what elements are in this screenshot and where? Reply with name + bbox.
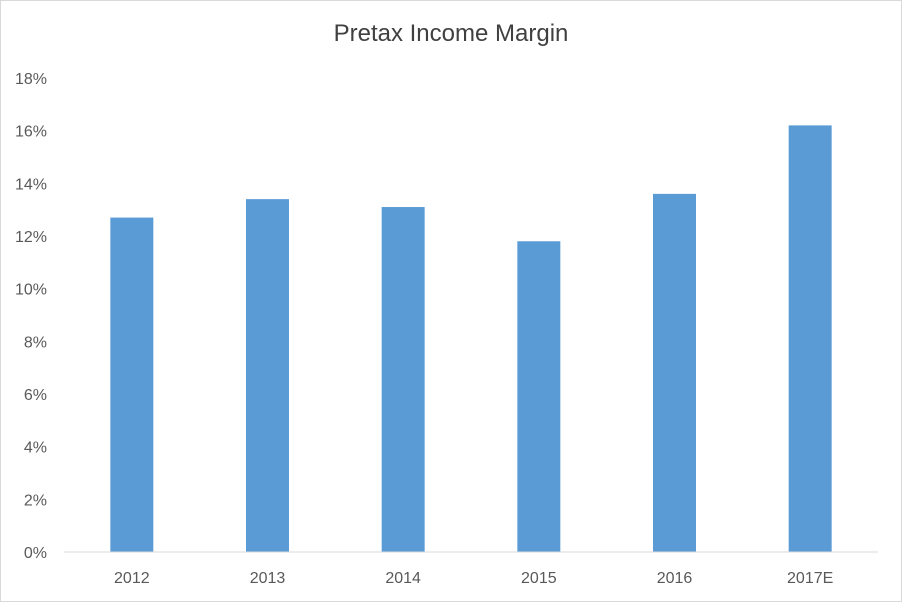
bar-2013 bbox=[246, 199, 289, 552]
y-tick-label: 8% bbox=[24, 334, 47, 351]
chart-title: Pretax Income Margin bbox=[333, 20, 569, 47]
x-tick-label: 2017E bbox=[787, 570, 833, 587]
bar-2016 bbox=[653, 193, 696, 552]
y-tick-label: 4% bbox=[24, 440, 47, 457]
y-tick-label: 12% bbox=[15, 229, 47, 246]
bar-2012 bbox=[110, 217, 154, 553]
x-tick-label: 2014 bbox=[385, 570, 421, 587]
x-tick-label: 2012 bbox=[114, 570, 150, 587]
x-tick-label: 2016 bbox=[657, 570, 693, 587]
y-tick-label: 18% bbox=[15, 71, 47, 88]
bar-2014 bbox=[381, 207, 425, 553]
y-tick-label: 16% bbox=[15, 124, 47, 141]
bar-2015 bbox=[517, 241, 561, 552]
x-axis: 2012 2013 2014 2015 2016 2017E bbox=[114, 570, 833, 587]
bar-series bbox=[110, 125, 832, 553]
bar-2017E bbox=[788, 125, 832, 553]
y-tick-label: 14% bbox=[15, 176, 47, 193]
y-axis: 0% 2% 4% 6% 8% 10% 12% 14% 16% 18% bbox=[15, 71, 47, 562]
x-tick-label: 2013 bbox=[250, 570, 286, 587]
y-tick-label: 2% bbox=[24, 492, 47, 509]
y-tick-label: 6% bbox=[24, 387, 47, 404]
y-tick-label: 0% bbox=[24, 545, 47, 562]
x-tick-label: 2015 bbox=[521, 570, 557, 587]
y-tick-label: 10% bbox=[15, 282, 47, 299]
